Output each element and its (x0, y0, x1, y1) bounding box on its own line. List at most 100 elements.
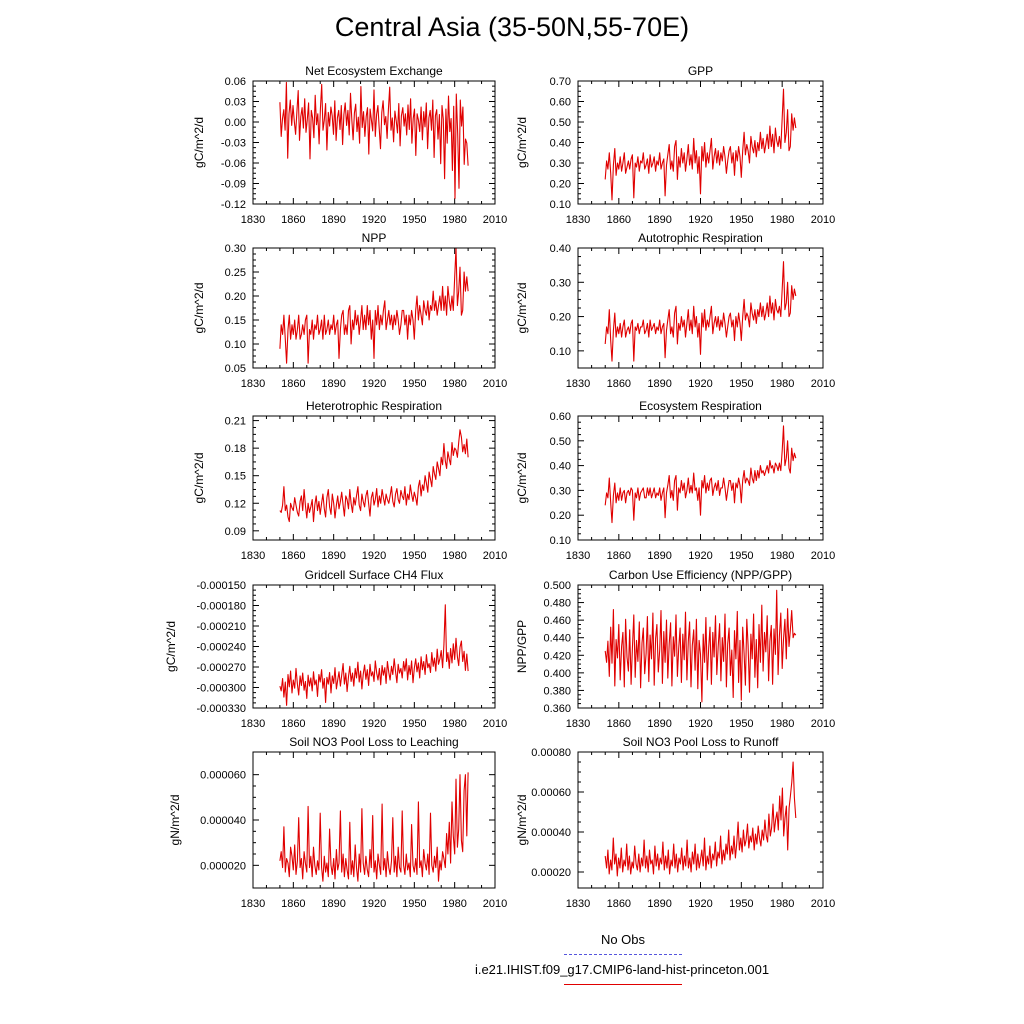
panel-title: NPP (362, 231, 387, 245)
y-tick-label: 0.60 (550, 97, 571, 109)
y-tick-label: 0.18 (225, 443, 246, 455)
y-tick-label: 0.20 (550, 179, 571, 191)
x-tick-label: 1920 (362, 550, 386, 562)
y-axis-label: gN/m^2/d (515, 795, 529, 846)
x-tick-label: 1950 (729, 378, 753, 390)
panel-title: Ecosystem Respiration (639, 399, 762, 413)
y-tick-label: 0.21 (225, 416, 246, 428)
x-tick-label: 1830 (566, 550, 590, 562)
x-tick-label: 1980 (442, 550, 466, 562)
panel-7: Gridcell Surface CH4 Flux gC/m^2/d 1830 186… (164, 568, 507, 730)
x-tick-label: 1860 (281, 550, 305, 562)
x-tick-label: 1860 (607, 378, 631, 390)
series-line (279, 247, 469, 364)
y-axis-label: gC/m^2/d (192, 453, 206, 504)
series-line (279, 772, 469, 882)
plot-frame (252, 415, 496, 541)
panel-3: NPP gC/m^2/d 1830 1860 1890 1920 1950 1980 2010 0… (192, 231, 507, 390)
y-tick-label: 0.40 (550, 138, 571, 150)
x-tick-label: 1830 (241, 214, 265, 226)
panel-title: GPP (688, 64, 713, 78)
x-tick-label: 1890 (321, 718, 345, 730)
plot-frame (252, 751, 496, 889)
x-tick-label: 1980 (442, 898, 466, 910)
x-tick-label: 1890 (647, 898, 671, 910)
y-tick-label: 0.460 (543, 615, 571, 627)
plot-frame (252, 247, 496, 369)
y-tick-label: 0.500 (543, 580, 571, 592)
y-tick-label: 0.70 (550, 76, 571, 88)
panel-1: Net Ecosystem Exchange gC/m^2/d 1830 1860 18… (192, 64, 507, 226)
y-tick-label: -0.000180 (196, 601, 246, 613)
y-axis-label: gC/m^2/d (192, 283, 206, 334)
series-line (604, 261, 797, 362)
panel-title: Net Ecosystem Exchange (305, 64, 443, 78)
x-tick-label: 1950 (402, 378, 426, 390)
x-tick-label: 1920 (688, 550, 712, 562)
panel-title: Gridcell Surface CH4 Flux (305, 568, 444, 582)
y-tick-label: 0.05 (225, 363, 246, 375)
y-tick-label: -0.000270 (196, 662, 246, 674)
x-tick-label: 1980 (442, 214, 466, 226)
y-tick-label: 0.15 (225, 315, 246, 327)
y-tick-label: 0.360 (543, 703, 571, 715)
y-axis-label: NPP/GPP (515, 620, 529, 673)
plot-frame (577, 415, 824, 541)
y-tick-label: 0.15 (225, 471, 246, 483)
plot-frame (577, 584, 824, 709)
y-tick-label: -0.09 (221, 179, 246, 191)
x-tick-label: 1830 (241, 378, 265, 390)
x-tick-label: 2010 (483, 898, 507, 910)
y-tick-label: -0.000210 (196, 621, 246, 633)
x-tick-label: 1950 (402, 214, 426, 226)
y-tick-label: 0.000040 (200, 815, 246, 827)
x-tick-label: 1890 (647, 378, 671, 390)
y-tick-label: -0.06 (221, 158, 246, 170)
y-tick-label: 0.10 (550, 199, 571, 211)
x-tick-label: 1890 (321, 898, 345, 910)
y-tick-label: 0.50 (550, 117, 571, 129)
series-line (279, 429, 469, 523)
y-tick-label: 0.10 (225, 339, 246, 351)
plot-frame (577, 80, 824, 205)
x-tick-label: 1950 (729, 898, 753, 910)
x-tick-label: 1860 (281, 718, 305, 730)
x-tick-label: 1830 (566, 378, 590, 390)
x-tick-label: 1980 (442, 718, 466, 730)
y-tick-label: 0.400 (543, 668, 571, 680)
y-tick-label: 0.10 (550, 535, 571, 547)
panel-4: Autotrophic Respiration gC/m^2/d 1830 1860 1… (515, 231, 835, 390)
y-tick-label: 0.40 (550, 243, 571, 255)
y-axis-label: gC/m^2/d (192, 117, 206, 168)
x-tick-label: 1830 (566, 898, 590, 910)
x-tick-label: 1920 (362, 718, 386, 730)
x-tick-label: 1980 (770, 378, 794, 390)
y-axis-label: gC/m^2/d (164, 621, 178, 672)
plot-frame (252, 584, 496, 709)
y-tick-label: 0.03 (225, 97, 246, 109)
y-tick-label: 0.440 (543, 633, 571, 645)
y-tick-label: -0.000150 (196, 580, 246, 592)
x-tick-label: 1920 (362, 378, 386, 390)
x-tick-label: 1980 (770, 898, 794, 910)
y-axis-label: gC/m^2/d (515, 453, 529, 504)
series-line (604, 88, 797, 201)
y-tick-label: 0.00020 (531, 867, 571, 879)
y-tick-label: -0.000330 (196, 703, 246, 715)
legend-run-swatch (564, 984, 682, 985)
y-tick-label: 0.420 (543, 650, 571, 662)
x-tick-label: 2010 (811, 214, 835, 226)
x-tick-label: 1860 (281, 898, 305, 910)
panel-title: Autotrophic Respiration (638, 231, 763, 245)
panel-6: Ecosystem Respiration gC/m^2/d 1830 1860 189… (515, 399, 835, 562)
y-tick-label: 0.20 (550, 312, 571, 324)
y-tick-label: -0.000300 (196, 683, 246, 695)
y-tick-label: 0.60 (550, 411, 571, 423)
x-tick-label: 1830 (566, 718, 590, 730)
y-tick-label: 0.25 (225, 267, 246, 279)
series-line (279, 604, 469, 706)
y-tick-label: 0.30 (225, 243, 246, 255)
y-axis-label: gC/m^2/d (515, 117, 529, 168)
x-tick-label: 1950 (402, 718, 426, 730)
